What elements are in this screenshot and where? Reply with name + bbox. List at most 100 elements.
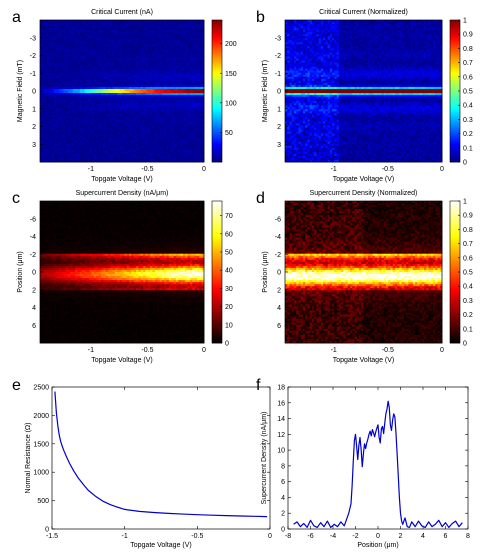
heatmap-cell — [79, 36, 83, 39]
heatmap-cell — [129, 72, 132, 76]
heatmap-cell — [100, 78, 104, 82]
heatmap-cell — [140, 72, 144, 76]
heatmap-cell — [47, 68, 50, 72]
heatmap-cell — [86, 42, 90, 45]
heatmap-cell — [68, 101, 71, 104]
heatmap-cell — [58, 109, 62, 112]
heatmap-cell — [105, 101, 109, 104]
heatmap-cell — [187, 74, 191, 78]
heatmap-cell — [185, 109, 188, 112]
heatmap-cell — [164, 52, 167, 55]
heatmap-cell — [164, 28, 167, 31]
heatmap-cell — [72, 68, 76, 72]
heatmap-cell — [68, 95, 71, 98]
heatmap-cell — [110, 107, 114, 110]
heatmap-cell — [136, 76, 139, 80]
heatmap-cell — [42, 36, 46, 39]
heatmap-cell — [79, 82, 83, 86]
heatmap-cell — [89, 22, 92, 25]
heatmap-cell — [185, 103, 188, 106]
heatmap-cell — [122, 54, 125, 57]
heatmap-cell — [51, 107, 55, 110]
heatmap-cell — [105, 88, 109, 92]
heatmap-cell — [154, 24, 158, 27]
heatmap-cell — [136, 68, 139, 72]
heatmap-cell — [145, 30, 149, 33]
heatmap-cell — [173, 26, 177, 29]
heatmap-cell — [166, 95, 170, 98]
heatmap-cell — [124, 72, 128, 76]
heatmap-cell — [89, 48, 92, 51]
heatmap-cell — [199, 44, 203, 47]
heatmap-cell — [178, 58, 181, 61]
heatmap-cell — [79, 109, 83, 112]
heatmap-cell — [187, 30, 191, 33]
heatmap-cell — [105, 66, 109, 70]
heatmap-cell — [185, 107, 188, 110]
heatmap-cell — [42, 109, 46, 112]
heatmap-cell — [194, 40, 198, 43]
heatmap-cell — [117, 20, 121, 23]
heatmap-cell — [143, 54, 146, 57]
heatmap-cell — [49, 60, 53, 63]
heatmap-cell — [96, 38, 99, 41]
heatmap-cell — [173, 40, 177, 43]
heatmap-cell — [168, 66, 172, 70]
heatmap-cell — [182, 103, 186, 106]
heatmap-cell — [143, 84, 146, 88]
heatmap-cell — [98, 66, 102, 70]
heatmap-cell — [133, 58, 137, 61]
heatmap-cell — [119, 36, 123, 39]
heatmap-cell — [159, 48, 163, 51]
heatmap-cell — [157, 56, 160, 59]
heatmap-cell — [86, 105, 90, 108]
heatmap-cell — [47, 26, 50, 29]
heatmap-cell — [182, 26, 186, 29]
heatmap-cell — [68, 105, 71, 108]
heatmap-cell — [70, 84, 74, 88]
heatmap-cell — [112, 66, 116, 70]
heatmap-cell — [173, 84, 177, 88]
heatmap-cell — [96, 88, 99, 92]
heatmap-cell — [42, 44, 46, 47]
heatmap-cell — [131, 38, 135, 41]
heatmap-cell — [72, 32, 76, 35]
heatmap-cell — [72, 109, 76, 112]
heatmap-cell — [91, 109, 95, 112]
heatmap-cell — [196, 54, 200, 57]
heatmap-cell — [105, 60, 109, 63]
heatmap-cell — [161, 20, 165, 23]
heatmap-cell — [110, 54, 114, 57]
heatmap-cell — [103, 105, 106, 108]
heatmap-cell — [63, 103, 67, 106]
heatmap-cell — [93, 86, 97, 90]
heatmap-cell — [175, 105, 179, 108]
heatmap-cell — [63, 44, 67, 47]
heatmap-cell — [194, 78, 198, 82]
heatmap-cell — [147, 22, 151, 25]
heatmap-cell — [82, 86, 85, 90]
heatmap-cell — [164, 62, 167, 66]
heatmap-cell — [150, 88, 153, 92]
heatmap-cell — [201, 38, 205, 41]
heatmap-cell — [196, 56, 200, 59]
heatmap-cell — [82, 88, 85, 92]
heatmap-cell — [112, 62, 116, 66]
heatmap-cell — [124, 68, 128, 72]
heatmap-cell — [51, 38, 55, 41]
heatmap-cell — [65, 54, 69, 57]
heatmap-cell — [129, 95, 132, 98]
heatmap-cell — [178, 76, 181, 80]
heatmap-cell — [129, 107, 132, 110]
heatmap-cell — [131, 62, 135, 66]
heatmap-cell — [112, 107, 116, 110]
heatmap-cell — [51, 56, 55, 59]
heatmap-cell — [44, 46, 48, 49]
heatmap-cell — [173, 58, 177, 61]
heatmap-cell — [77, 80, 81, 84]
heatmap-cell — [105, 76, 109, 80]
heatmap-cell — [175, 84, 179, 88]
heatmap-cell — [96, 40, 99, 43]
heatmap-cell — [147, 76, 151, 80]
heatmap-cell — [178, 26, 181, 29]
